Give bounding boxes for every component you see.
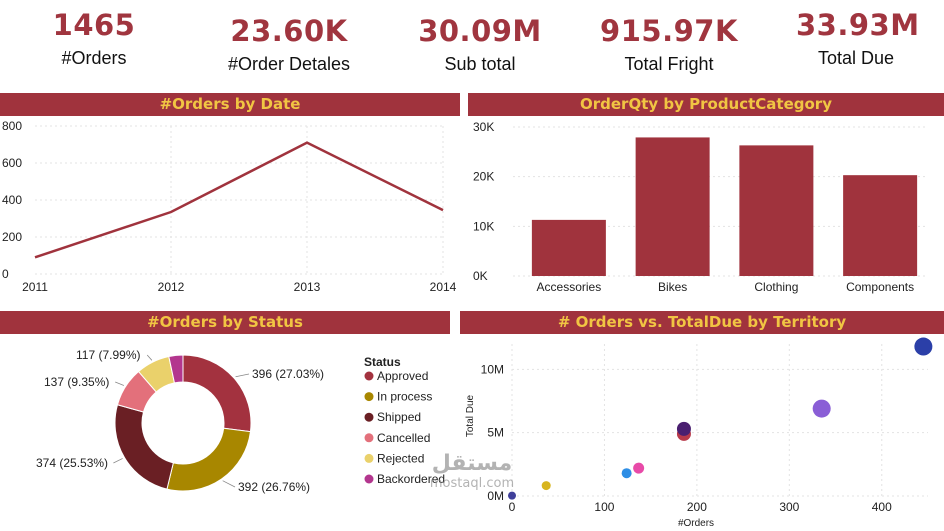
donut-slice xyxy=(182,354,252,433)
orders-line xyxy=(34,141,444,259)
orders-by-date-title: #Orders by Date xyxy=(0,93,460,116)
kpi-value: 30.09M xyxy=(418,14,542,48)
legend-title: Status xyxy=(364,355,401,369)
kpi-order-details: 23.60K #Order Detales xyxy=(214,8,364,75)
kpi-label: Sub total xyxy=(444,54,516,74)
y-tick-label: 10M xyxy=(481,362,504,376)
kpi-label: Total Due xyxy=(817,48,895,68)
legend-marker xyxy=(364,371,374,381)
territory-point xyxy=(621,468,632,479)
kpi-value: 1465 xyxy=(52,8,136,42)
x-tick-label: 0 xyxy=(509,500,516,514)
y-tick-label: 30K xyxy=(473,120,494,134)
legend-item-label: Backordered xyxy=(377,472,445,486)
y-tick-label: 10K xyxy=(473,219,494,233)
slice-leader-line xyxy=(113,458,123,464)
bar xyxy=(531,219,606,276)
legend-marker xyxy=(364,453,374,463)
y-tick-label: 800 xyxy=(2,119,22,133)
slice-leader-line xyxy=(235,373,250,378)
legend-item-label: In process xyxy=(377,390,432,404)
watermark-logo: مستقل mostaql.com xyxy=(414,452,530,492)
legend-marker xyxy=(364,412,374,422)
watermark-latin: mostaql.com xyxy=(429,476,515,491)
y-tick-label: 400 xyxy=(2,193,22,207)
x-tick-label: 100 xyxy=(594,500,614,514)
x-tick-label: Clothing xyxy=(754,280,798,294)
y-tick-label: 200 xyxy=(2,230,22,244)
territory-point xyxy=(541,481,551,491)
kpi-total-due: 33.93M Total Due xyxy=(796,8,920,69)
bar xyxy=(843,175,918,276)
kpi-orders: 1465 #Orders xyxy=(34,8,154,69)
territory-point xyxy=(508,491,516,500)
kpi-value: 33.93M xyxy=(796,8,920,42)
y-tick-label: 0 xyxy=(2,267,9,281)
donut-slice xyxy=(114,404,174,490)
legend-item-label: Rejected xyxy=(377,451,424,465)
orders-vs-totaldue-title: # Orders vs. TotalDue by Territory xyxy=(460,311,944,334)
slice-data-label: 396 (27.03%) xyxy=(252,367,324,381)
slice-leader-line xyxy=(115,381,125,386)
kpi-value: 915.97K xyxy=(600,14,738,48)
territory-point xyxy=(812,399,831,418)
watermark-arabic: مستقل xyxy=(431,451,513,476)
kpi-label: #Order Detales xyxy=(227,54,351,74)
kpi-label: #Orders xyxy=(61,48,127,68)
x-tick-label: 400 xyxy=(872,500,892,514)
slice-data-label: 137 (9.35%) xyxy=(44,375,109,389)
y-tick-label: 600 xyxy=(2,156,22,170)
slice-leader-line xyxy=(222,480,236,488)
kpi-total-fright: 915.97K Total Fright xyxy=(598,8,740,75)
x-axis-label: #Orders xyxy=(678,518,714,529)
x-tick-label: Components xyxy=(846,280,914,294)
legend-item-label: Shipped xyxy=(377,410,421,424)
x-tick-label: 2013 xyxy=(294,280,321,294)
kpi-label: Total Fright xyxy=(624,54,714,74)
bar xyxy=(739,145,814,276)
bar xyxy=(635,137,710,276)
x-tick-label: 2011 xyxy=(22,280,48,294)
orders-vs-totaldue-chart: 0M 5M 10M 0 100 200 300 400 #Orders Total Due xyxy=(465,337,933,529)
y-tick-label: 5M xyxy=(487,426,504,440)
orderqty-by-category-chart: 0K 10K 20K 30K Accessories Bikes Clothing Compo… xyxy=(473,120,928,294)
x-tick-label: 2014 xyxy=(430,280,457,294)
x-tick-label: 2012 xyxy=(158,280,185,294)
orderqty-by-category-title: OrderQty by ProductCategory xyxy=(468,93,944,116)
slice-leader-line xyxy=(146,354,153,361)
legend-item-label: Cancelled xyxy=(377,431,430,445)
legend-item-label: Approved xyxy=(377,369,428,383)
kpi-sub-total: 30.09M Sub total xyxy=(416,8,544,75)
slice-data-label: 374 (25.53%) xyxy=(36,456,108,470)
kpi-value: 23.60K xyxy=(230,14,348,48)
x-tick-label: Bikes xyxy=(658,280,687,294)
slice-data-label: 117 (7.99%) xyxy=(76,348,140,362)
territory-point xyxy=(676,421,691,436)
legend-marker xyxy=(364,474,374,484)
legend-marker xyxy=(364,392,374,402)
slice-data-label: 392 (26.76%) xyxy=(238,480,310,494)
y-tick-label: 0M xyxy=(487,489,504,503)
territory-point xyxy=(633,462,645,474)
legend-marker xyxy=(364,433,374,443)
orders-by-status-title: #Orders by Status xyxy=(0,311,450,334)
y-tick-label: 0K xyxy=(473,269,488,283)
territory-point xyxy=(914,337,933,356)
x-tick-label: 200 xyxy=(687,500,707,514)
donut-slice xyxy=(168,354,184,384)
x-tick-label: 300 xyxy=(779,500,799,514)
x-tick-label: Accessories xyxy=(537,280,602,294)
y-tick-label: 20K xyxy=(473,170,494,184)
y-axis-label: Total Due xyxy=(465,394,476,437)
orders-by-status-chart: 396 (27.03%) 392 (26.76%) 374 (25.53%) 137 … xyxy=(36,348,445,494)
orders-by-date-chart: 0 200 400 600 800 2011 2012 2013 2014 xyxy=(2,119,457,294)
